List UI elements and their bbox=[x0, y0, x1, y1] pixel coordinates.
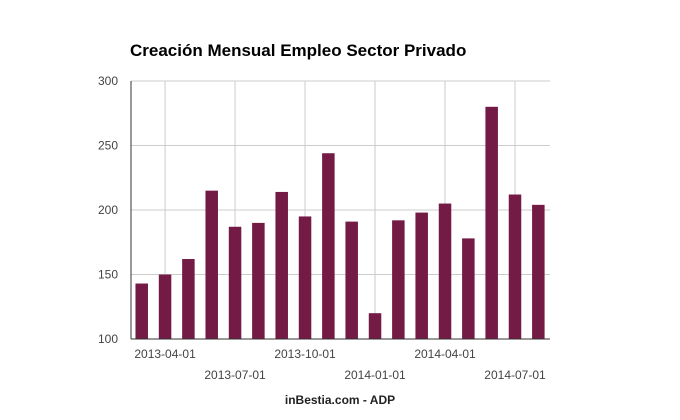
x-tick-label: 2014-07-01 bbox=[484, 368, 546, 382]
x-axis-ticks: 2013-04-01 2013-07-01 2013-10-01 2014-01-01… bbox=[134, 347, 546, 382]
bar-2013-07 bbox=[228, 226, 242, 339]
y-tick-label: 250 bbox=[98, 139, 118, 153]
bars bbox=[135, 106, 545, 339]
y-tick-label: 200 bbox=[98, 203, 118, 217]
bar-2013-05 bbox=[182, 259, 195, 339]
bar-2013-12 bbox=[345, 221, 358, 339]
x-tick-label: 2014-04-01 bbox=[414, 347, 476, 361]
x-tick-label: 2013-04-01 bbox=[134, 347, 196, 361]
x-tick-label: 2013-07-01 bbox=[204, 368, 266, 382]
y-tick-label: 300 bbox=[98, 74, 118, 88]
bar-2014-02 bbox=[392, 220, 405, 339]
bar-2013-04 bbox=[158, 274, 172, 339]
y-axis-ticks: 100 150 200 250 300 bbox=[98, 74, 118, 346]
y-tick-label: 150 bbox=[98, 268, 118, 282]
bar-2013-06 bbox=[205, 190, 218, 339]
bar-2014-05 bbox=[462, 238, 475, 339]
bar-2014-07 bbox=[508, 194, 522, 339]
chart-title: Creación Mensual Empleo Sector Privado bbox=[130, 41, 466, 60]
chart-footer: inBestia.com - ADP bbox=[285, 393, 395, 407]
y-tick-label: 100 bbox=[98, 332, 118, 346]
bar-2013-10 bbox=[298, 216, 312, 339]
bar-2014-03 bbox=[415, 212, 428, 339]
bar-2013-11 bbox=[322, 153, 335, 339]
bar-2014-04 bbox=[438, 203, 452, 339]
x-tick-label: 2013-10-01 bbox=[274, 347, 336, 361]
bar-2013-09 bbox=[275, 191, 288, 339]
bar-2013-03 bbox=[135, 283, 148, 339]
x-tick-label: 2014-01-01 bbox=[344, 368, 406, 382]
bar-2014-08 bbox=[532, 204, 545, 339]
bar-2014-06 bbox=[485, 106, 498, 339]
bar-2014-01 bbox=[368, 313, 382, 339]
bar-2013-08 bbox=[252, 222, 265, 339]
